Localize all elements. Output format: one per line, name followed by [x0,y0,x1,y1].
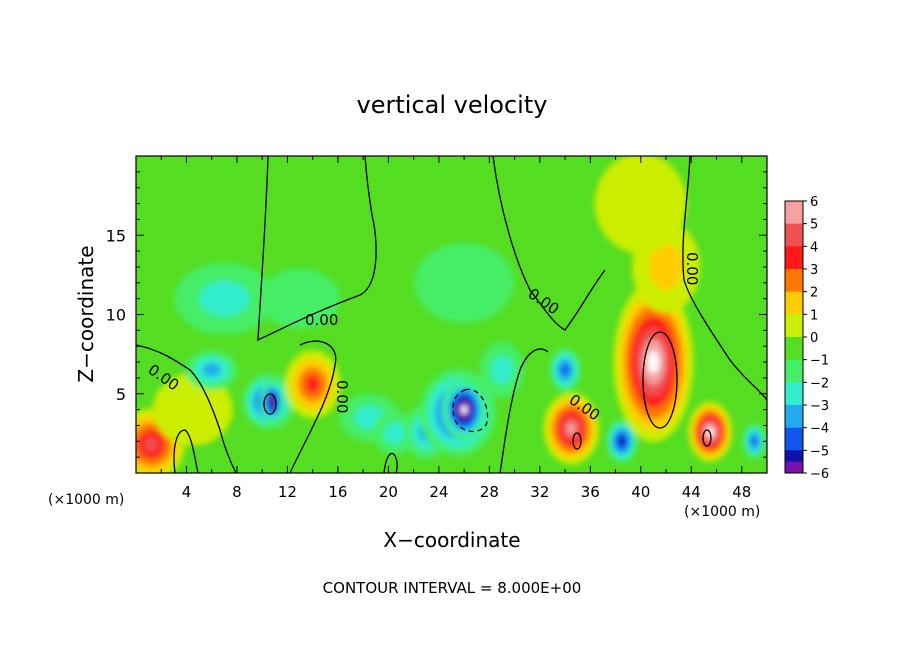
colorbar-segment [785,223,803,247]
x-unit-left: (×1000 m) [48,492,124,508]
colorbar-label: 3 [810,263,818,278]
contour-line [572,432,582,450]
x-tick-label: 12 [278,483,297,501]
y-tick-label: 5 [116,385,126,404]
velocity-cell [152,373,233,446]
contour-line [682,156,767,401]
contour-line [173,429,199,473]
contour-line [702,429,712,447]
colorbar-label: −5 [810,444,829,459]
x-tick-label: 32 [530,483,549,501]
velocity-cell [490,355,513,384]
y-tick-label: 10 [106,306,126,325]
contour-line [257,156,377,342]
velocity-cell [460,405,468,414]
x-tick-label: 16 [328,483,347,501]
contour-line [499,348,549,473]
colorbar-label: −3 [810,399,829,414]
plot-area [136,156,767,473]
colorbar-label: −2 [810,376,829,391]
velocity-cell [561,364,570,376]
x-axis: 4 8 12 16 20 24 28 32 36 40 44 48 [160,156,751,501]
x-tick-label: 24 [429,483,448,501]
colorbar-label: 2 [810,286,818,301]
colorbar-label: 5 [810,218,818,233]
velocity-cell [618,436,626,446]
x-tick-label: 28 [480,483,499,501]
x-tick-label: 8 [232,483,242,501]
velocity-cell [260,268,341,329]
velocity-cell [144,437,158,452]
contour-line [492,156,606,331]
colorbar-label: 4 [810,240,818,255]
contour-line [452,388,489,433]
colorbar-label: 6 [810,195,818,210]
contour-line [642,331,678,429]
colorbar: 6 5 4 3 2 1 0 −1 −2 −3 −4 −5 −6 [784,195,829,482]
colorbar-segment [785,246,803,270]
colorbar-label: −4 [810,422,829,437]
colorbar-segment [785,337,803,361]
contour-line [289,340,337,473]
velocity-cell [751,436,758,446]
y-axis-label: Z−coordinate [74,245,98,382]
colorbar-segment [785,291,803,315]
contour-line [263,393,277,415]
contour-line [383,452,398,473]
colorbar-segment [785,269,803,293]
colorbar-segment [785,461,803,473]
x-tick-label: 48 [732,483,751,501]
x-tick-label: 4 [182,483,192,501]
x-tick-label: 20 [379,483,398,501]
velocity-cell [649,243,684,290]
velocity-cell [270,398,275,406]
colorbar-segment [785,359,803,383]
contour-label: 0.00 [333,380,351,413]
velocity-cell [203,363,221,377]
colorbar-label: −1 [810,354,829,369]
y-tick-label: 15 [106,226,126,245]
colorbar-segment [785,201,803,225]
contour-label: 0.00 [305,311,338,329]
x-tick-label: 36 [581,483,600,501]
velocity-cell [566,422,577,435]
colorbar-segment [785,382,803,406]
velocity-cell [414,242,515,323]
velocity-cell [647,350,660,374]
contour-interval-footer: CONTOUR INTERVAL = 8.000E+00 [323,579,582,597]
x-tick-label: 44 [682,483,701,501]
contour-label: 0.00 [683,252,701,285]
colorbar-segment [785,427,803,451]
colorbar-segment [785,405,803,429]
velocity-cell [383,422,406,445]
chart-title: vertical velocity [357,91,548,119]
contour-line [136,344,237,473]
colorbar-segment [785,314,803,338]
colorbar-label: −6 [810,467,829,482]
colorbar-label: 1 [810,308,818,323]
velocity-cell [305,375,320,393]
velocity-cell [594,156,687,254]
zero-contours [136,156,767,473]
velocity-cell [199,280,250,317]
colorbar-label: 0 [810,331,818,346]
y-axis: 5 10 15 [106,171,767,458]
x-axis-label: X−coordinate [383,528,520,552]
x-unit-right: (×1000 m) [684,504,760,520]
x-tick-label: 40 [631,483,650,501]
